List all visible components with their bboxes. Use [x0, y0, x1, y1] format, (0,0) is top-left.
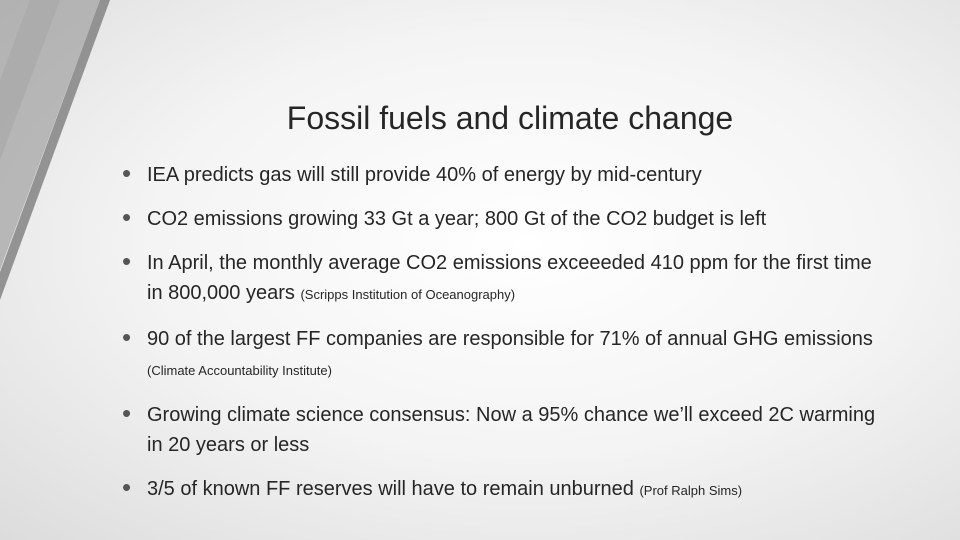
bullet-item: 90 of the largest FF companies are respo… [122, 322, 892, 386]
bullet-text: Growing climate science consensus: Now a… [147, 404, 876, 456]
bullet-item: 3/5 of known FF reserves will have to re… [122, 472, 892, 506]
decoration [0, 0, 110, 300]
bullet-item: CO2 emissions growing 33 Gt a year; 800 … [122, 202, 892, 234]
bullet-text: 3/5 of known FF reserves will have to re… [147, 478, 634, 500]
bullet-text: In April, the monthly average CO2 emissi… [147, 252, 872, 304]
bullet-item: In April, the monthly average CO2 emissi… [122, 246, 892, 310]
bullet-source: (Climate Accountability Institute) [147, 363, 332, 378]
bullet-source: (Prof Ralph Sims) [639, 483, 743, 498]
bullet-text: IEA predicts gas will still provide 40% … [147, 164, 702, 186]
bullet-item: IEA predicts gas will still provide 40% … [122, 158, 892, 190]
bullet-text: CO2 emissions growing 33 Gt a year; 800 … [147, 208, 767, 230]
bullet-list: IEA predicts gas will still provide 40% … [122, 158, 892, 520]
slide-title: Fossil fuels and climate change [286, 100, 734, 136]
bullet-text: 90 of the largest FF companies are respo… [147, 328, 873, 350]
bullet-item: Growing climate science consensus: Now a… [122, 398, 892, 460]
bullet-source: (Scripps Institution of Oceanography) [300, 287, 516, 302]
